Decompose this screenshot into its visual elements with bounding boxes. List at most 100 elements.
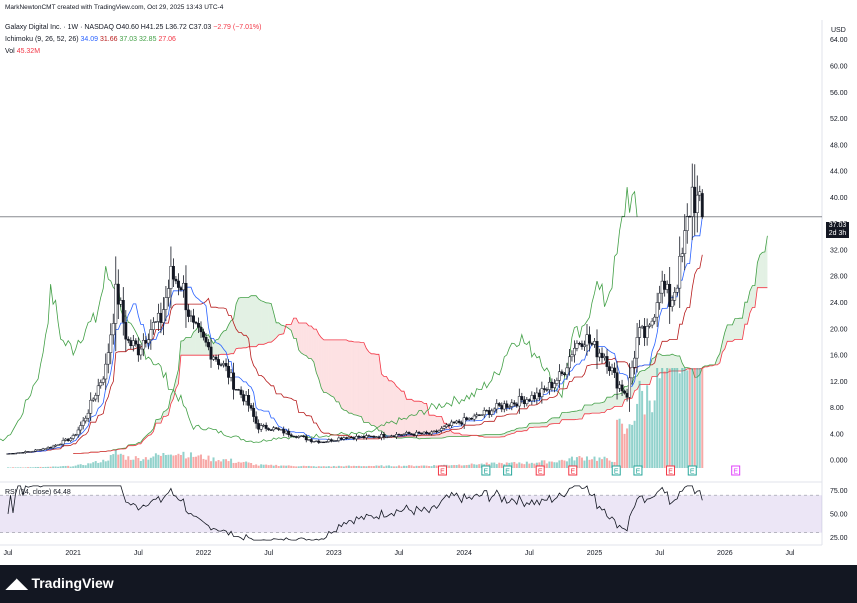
ichimoku-cloud-segment [261,300,264,345]
time-tick-label: Jul [264,550,273,557]
candle-body [131,340,135,346]
candle-body [545,389,549,391]
candle-body [665,283,669,290]
candle-body [144,340,148,344]
ichimoku-cloud-segment [243,297,247,348]
volume-bar [460,465,463,468]
chart-canvas[interactable]: 0.000 4.00 8.00 12.00 16.00 20.00 24.00 28.00 32… [0,0,857,565]
volume-bar [377,465,380,468]
ichimoku-cloud-segment [434,415,437,439]
candle-body [207,342,210,348]
volume-bar [267,465,270,468]
candle-body [119,300,123,305]
volume-bar [555,462,558,468]
candle-body [520,396,524,401]
candle-body [76,429,80,435]
ichimoku-cloud-segment [752,285,755,308]
earnings-marker[interactable]: E [611,465,621,476]
candle-body [339,437,343,440]
volume-bar [370,466,373,468]
candle-body [695,194,699,213]
volume-bar [42,467,45,468]
candle-body [307,439,311,441]
volume-bar [57,466,60,468]
volume-bar [688,368,691,468]
time-tick-label: Jul [786,550,795,557]
candle-body [106,352,110,365]
earnings-marker[interactable]: E [568,465,578,476]
volume-bar [433,465,436,468]
candle-body [487,410,491,415]
volume-bar [573,460,576,468]
candle-body [678,256,682,289]
time-tick-label: Jul [655,550,664,557]
volume-bar [312,466,315,468]
ichimoku-cloud-segment [674,355,678,372]
ichimoku-cloud-segment [376,354,379,431]
candle-body [169,265,173,289]
earnings-marker-glyph: E [668,469,673,476]
volume-bar [44,466,47,468]
candle-body [212,356,215,360]
candle-body [217,359,220,365]
ichimoku-cloud-segment [346,339,349,414]
volume-bar [681,368,684,468]
volume-bar [671,368,674,468]
volume-bar [67,465,70,468]
volume-bar [342,466,345,468]
earnings-marker[interactable]: E [687,465,697,476]
candle-body [387,436,391,438]
candle-body [59,443,63,446]
candle-body [537,392,541,397]
candle-body [91,398,95,401]
candle-body [34,449,38,452]
earnings-marker[interactable]: E [503,465,513,476]
ichimoku-cloud-segment [155,419,159,424]
ichimoku-cloud-segment [607,397,610,410]
volume-bar [618,418,621,468]
volume-bar [49,466,52,468]
candle-body [417,431,421,434]
candle-body [332,440,336,442]
ohlc-low: L36.72 [165,24,187,31]
ichimoku-cloud-segment [757,254,760,288]
volume-bar [317,466,320,468]
volume-bar [523,464,526,468]
earnings-marker[interactable]: E [535,465,545,476]
candle-body [181,282,185,291]
candle-body [364,435,368,439]
price-tick-label: 28.00 [830,274,848,281]
candle-body [440,428,444,431]
volume-bar [322,466,325,468]
volume-bar [220,461,223,468]
candle-body [239,389,243,395]
candle-body [54,444,58,447]
ichimoku-cloud-segment [672,354,675,372]
candle-body [552,383,556,389]
earnings-marker[interactable]: E [666,465,676,476]
volume-bar [465,465,468,468]
volume-bar [623,433,626,468]
volume-bar [583,460,586,468]
ichimoku-cloud-segment [391,380,394,438]
candle-body [570,354,574,358]
volume-bar [380,465,383,468]
tradingview-logo[interactable]: ◢◣ TradingView [6,575,114,592]
ichimoku-cloud-segment [363,342,367,423]
candle-body [427,432,431,435]
earnings-marker[interactable]: E [633,465,643,476]
volume-bar [290,465,293,468]
earnings-marker[interactable]: E [437,465,447,476]
volume-bar [179,455,182,468]
candle-body [14,452,17,455]
volume-bar [257,465,260,468]
earnings-marker-box [611,465,621,476]
candle-body [187,309,190,317]
ichimoku-cloud-segment [541,422,545,427]
earnings-marker[interactable]: E [481,465,491,476]
candle-body [51,445,55,449]
ichimoku-cloud-segment [311,325,314,363]
ichimoku-cloud-segment [614,394,618,407]
earnings-marker[interactable]: E [731,465,741,476]
volume-bar [347,465,350,468]
